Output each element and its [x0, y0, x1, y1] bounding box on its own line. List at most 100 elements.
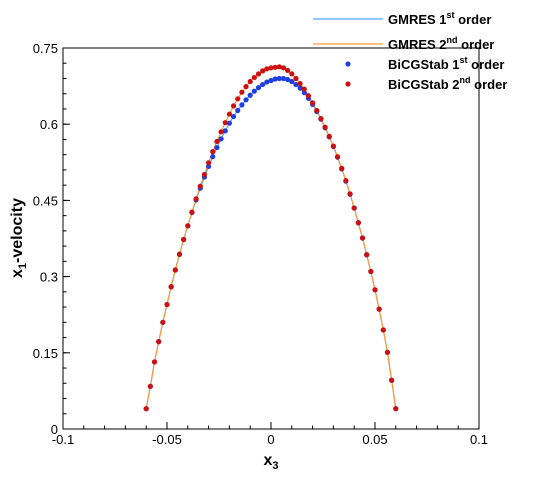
data-point	[268, 65, 274, 71]
data-point	[322, 124, 328, 130]
data-point	[343, 177, 349, 184]
minor-ticks	[62, 47, 480, 430]
data-point	[143, 406, 149, 412]
data-point	[243, 84, 249, 90]
data-point	[197, 183, 203, 189]
data-point	[310, 100, 316, 106]
data-point	[376, 306, 382, 312]
x-tick-label: -0.1	[52, 432, 74, 447]
data-point	[168, 284, 174, 290]
data-point	[255, 85, 262, 91]
data-point	[210, 154, 216, 160]
series-4	[143, 64, 399, 412]
data-point	[218, 136, 224, 142]
data-point	[326, 133, 332, 139]
data-point	[297, 80, 303, 87]
data-point	[201, 171, 208, 178]
data-point	[393, 406, 399, 412]
data-point	[314, 107, 320, 114]
data-point	[272, 76, 278, 82]
data-point	[181, 236, 187, 243]
legend-label: BiCGStab 2nd order	[388, 75, 507, 92]
data-point	[285, 76, 291, 83]
y-tick-label: 0.45	[33, 193, 58, 208]
data-point	[359, 235, 366, 241]
x-axis-label: x3	[263, 452, 278, 472]
data-point	[172, 267, 178, 273]
data-point	[276, 75, 282, 82]
data-point	[235, 96, 241, 102]
data-point	[164, 301, 170, 308]
data-point	[151, 359, 158, 365]
y-tick-label: 0.75	[33, 41, 58, 56]
x-axis-ticks: -0.1 -0.05 0 0.05 0.1	[52, 422, 488, 447]
data-point	[355, 220, 361, 226]
data-point	[235, 107, 241, 114]
data-point	[260, 68, 266, 74]
data-point	[222, 128, 228, 134]
y-axis-label-rest: -velocity	[9, 198, 26, 263]
data-point	[272, 64, 278, 70]
data-point	[289, 71, 295, 77]
data-point	[372, 287, 378, 293]
x-tick-label: 0.05	[362, 432, 387, 447]
data-point	[339, 165, 345, 171]
data-point	[347, 191, 353, 197]
data-point	[156, 339, 162, 345]
data-point	[364, 252, 370, 258]
legend-marker	[345, 81, 351, 87]
x-tick-label: 0	[267, 432, 274, 447]
legend-item: GMRES 2nd order	[313, 35, 494, 52]
legend-marker	[345, 61, 351, 67]
legend-label: GMRES 1st order	[388, 10, 491, 27]
data-point	[368, 268, 374, 275]
y-tick-label: 0	[51, 422, 58, 437]
data-point	[247, 78, 253, 85]
data-point	[243, 97, 249, 103]
x-axis-label-sub: 3	[272, 460, 278, 472]
y-axis-label-main: x	[9, 269, 26, 278]
data-point	[147, 383, 153, 389]
data-point	[260, 81, 266, 88]
plot-area: -0.1 -0.05 0 0.05 0.1 0 0.15 0.3 0.45 0.6 0.75	[33, 41, 488, 447]
data-point	[301, 86, 307, 92]
series-layer	[143, 64, 399, 412]
data-point	[214, 144, 220, 151]
data-point	[389, 377, 395, 383]
x-axis-label-main: x	[263, 452, 272, 469]
data-point	[176, 251, 183, 257]
data-point	[280, 75, 287, 82]
series-line	[145, 77, 397, 409]
data-point	[280, 65, 287, 71]
data-point	[384, 349, 391, 355]
legend: GMRES 1st order GMRES 2nd order BiCGStab 1…	[313, 10, 507, 92]
data-point	[255, 71, 262, 77]
data-point	[206, 160, 212, 166]
data-point	[189, 209, 195, 215]
data-point	[289, 78, 295, 85]
data-point	[276, 64, 282, 70]
data-point	[251, 88, 257, 94]
data-point	[239, 89, 245, 95]
legend-label: GMRES 2nd order	[388, 35, 494, 52]
data-point	[193, 196, 199, 202]
data-point	[247, 92, 253, 98]
data-point	[226, 120, 232, 126]
data-point	[218, 129, 224, 135]
data-point	[268, 77, 274, 84]
x-tick-label: -0.05	[152, 432, 182, 447]
data-point	[239, 102, 245, 108]
data-point	[222, 120, 228, 126]
legend-item: BiCGStab 1st order	[345, 55, 504, 72]
data-point	[305, 93, 312, 99]
data-point	[210, 149, 216, 155]
data-point	[351, 205, 357, 211]
y-axis-ticks: 0 0.15 0.3 0.45 0.6 0.75	[33, 41, 70, 437]
data-point	[214, 138, 220, 145]
data-point	[334, 154, 341, 160]
y-tick-label: 0.6	[40, 117, 58, 132]
data-point	[318, 116, 324, 122]
plot-frame	[62, 47, 480, 430]
data-point	[293, 75, 299, 82]
